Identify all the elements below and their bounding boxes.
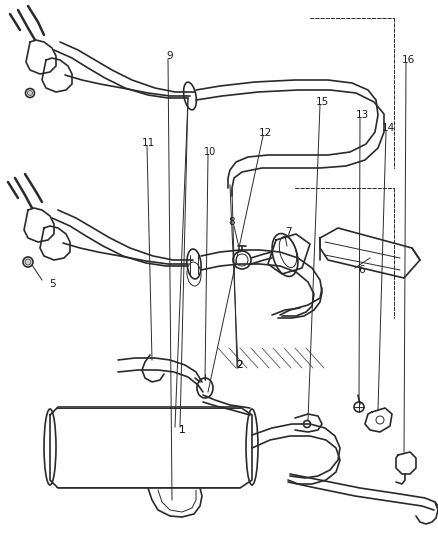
Text: 15: 15 (315, 97, 328, 107)
Text: 8: 8 (229, 217, 235, 227)
Text: 10: 10 (204, 147, 216, 157)
Text: 2: 2 (237, 360, 244, 370)
Text: 6: 6 (359, 265, 365, 275)
Text: 13: 13 (355, 110, 369, 120)
Text: 11: 11 (141, 138, 155, 148)
Text: 1: 1 (179, 425, 185, 435)
Text: 2: 2 (237, 360, 244, 370)
Text: 9: 9 (167, 51, 173, 61)
Text: 14: 14 (381, 123, 395, 133)
Circle shape (25, 259, 31, 265)
Circle shape (28, 91, 32, 95)
Text: 12: 12 (258, 128, 272, 138)
Text: 5: 5 (49, 279, 55, 289)
Text: 1: 1 (179, 425, 185, 435)
Text: 16: 16 (401, 55, 415, 65)
Text: 7: 7 (285, 227, 291, 237)
